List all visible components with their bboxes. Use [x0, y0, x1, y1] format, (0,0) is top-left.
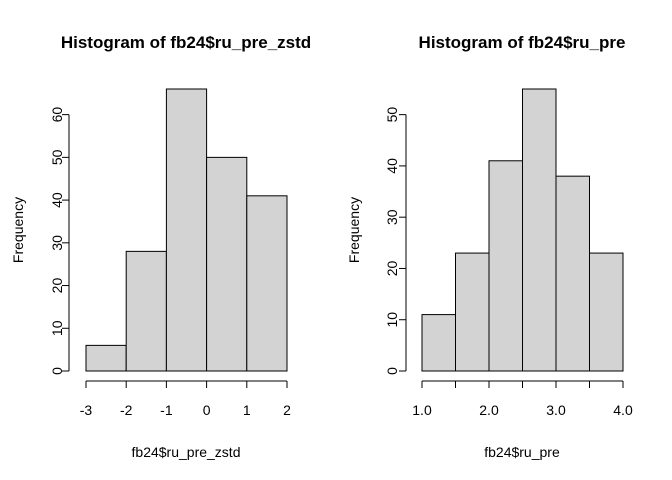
x-tick-label: -2: [120, 402, 133, 418]
x-axis-label: fb24$ru_pre: [484, 444, 560, 460]
histogram-panel-1: Histogram of fb24$ru_pre_zstd01020304050…: [10, 33, 311, 460]
y-tick-label: 20: [384, 260, 400, 276]
x-tick-label: 2: [283, 402, 291, 418]
histogram-bar: [421, 314, 456, 372]
y-tick-label: 30: [49, 235, 65, 251]
histogram-bar: [488, 160, 523, 372]
y-tick-label: 50: [384, 107, 400, 123]
histogram-bar: [555, 175, 590, 372]
y-axis-label: Frequency: [346, 197, 362, 263]
y-tick-label: 0: [49, 367, 65, 375]
x-tick-label: 0: [203, 402, 211, 418]
chart-title: Histogram of fb24$ru_pre: [419, 33, 626, 52]
y-axis-label: Frequency: [10, 197, 26, 263]
y-tick-label: 60: [49, 107, 65, 123]
x-tick-label: -1: [160, 402, 173, 418]
x-axis-label: fb24$ru_pre_zstd: [132, 444, 241, 460]
y-tick-label: 10: [49, 320, 65, 336]
x-tick-label: 1.0: [412, 402, 432, 418]
y-tick-label: 10: [384, 312, 400, 328]
histogram-bar: [206, 156, 248, 372]
histogram-bar: [455, 252, 490, 372]
histogram-bar: [85, 344, 127, 372]
x-tick-label: 3.0: [546, 402, 566, 418]
histogram-panel-2: Histogram of fb24$ru_pre 0 10 20 30 40 50 1.0 2.…: [346, 33, 633, 460]
histogram-bar: [522, 88, 557, 372]
histogram-bar: [589, 252, 624, 372]
y-tick-label: 30: [384, 209, 400, 225]
x-tick-label: 1: [243, 402, 251, 418]
y-tick-label: 20: [49, 278, 65, 294]
y-tick-label: 40: [384, 158, 400, 174]
histogram-bar: [125, 250, 167, 372]
x-tick-label: 2.0: [479, 402, 499, 418]
y-tick-label: 40: [49, 192, 65, 208]
histogram-bar: [165, 88, 208, 372]
y-tick-label: 0: [384, 367, 400, 375]
x-tick-label: -3: [80, 402, 93, 418]
histogram-bar: [246, 195, 288, 372]
y-tick-label: 50: [49, 149, 65, 165]
chart-title: Histogram of fb24$ru_pre_zstd: [61, 33, 311, 52]
x-tick-label: 4.0: [613, 402, 633, 418]
